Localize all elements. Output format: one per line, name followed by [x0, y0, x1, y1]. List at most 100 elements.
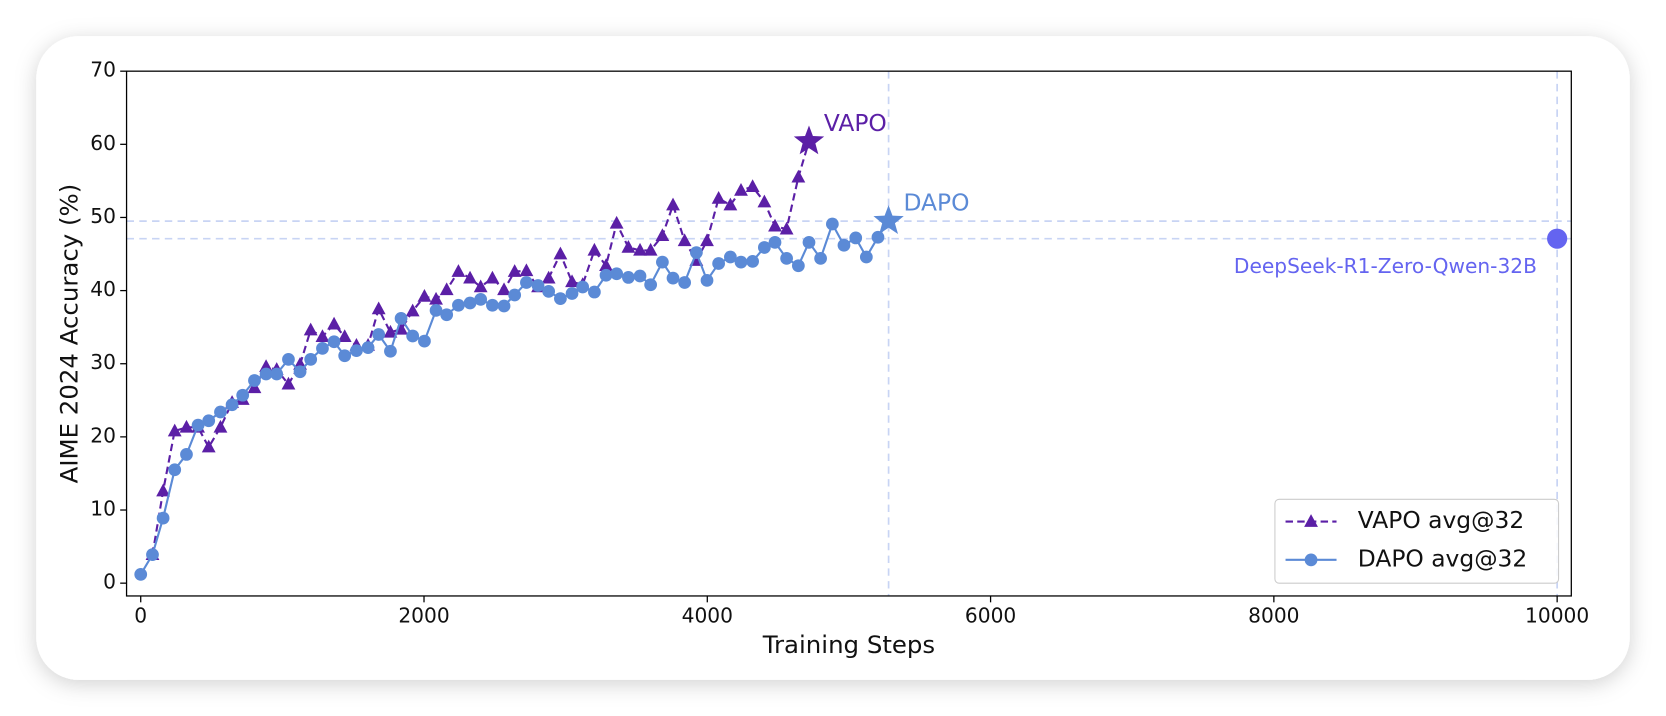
y-tick-label: 60	[90, 131, 116, 155]
triangle-marker	[156, 483, 171, 497]
circle-marker	[610, 267, 624, 281]
triangle-marker	[327, 316, 341, 330]
circle-marker	[859, 250, 873, 264]
circle-marker	[565, 287, 579, 300]
triangle-marker	[609, 215, 624, 229]
circle-marker	[134, 568, 148, 581]
circle-marker	[497, 299, 511, 313]
circle-marker	[656, 255, 669, 269]
triangle-marker	[621, 240, 636, 253]
triangle-marker	[757, 194, 772, 208]
triangle-marker	[599, 258, 613, 272]
triangle-marker	[779, 221, 794, 235]
reference-label: DeepSeek-R1-Zero-Qwen-32B	[1234, 254, 1537, 278]
y-tick-label: 10	[90, 497, 116, 521]
triangle-marker	[768, 218, 782, 232]
y-tick-label: 30	[90, 350, 116, 374]
circle-marker	[486, 298, 499, 312]
circle-marker	[734, 255, 748, 269]
circle-marker	[678, 276, 692, 289]
triangle-marker	[677, 233, 692, 247]
triangle-marker	[201, 439, 216, 453]
circle-marker	[690, 246, 703, 259]
circle-marker	[768, 235, 782, 249]
circle-marker	[576, 280, 590, 294]
triangle-marker	[565, 274, 579, 288]
circle-marker	[849, 231, 863, 245]
circle-marker	[384, 344, 397, 358]
triangle-marker	[734, 182, 748, 196]
circle-marker	[236, 388, 250, 402]
triangle-marker	[519, 263, 534, 277]
triangle-marker	[451, 264, 466, 277]
triangle-marker	[485, 270, 500, 284]
circle-marker	[588, 285, 601, 299]
circle-marker	[791, 259, 805, 273]
triangle-marker	[666, 197, 680, 211]
circle-marker	[746, 254, 759, 268]
reference-point	[1547, 228, 1568, 249]
triangle-marker	[507, 264, 522, 277]
triangle-marker	[745, 179, 760, 193]
triangle-marker	[383, 324, 398, 338]
y-tick-label: 40	[90, 277, 116, 301]
triangle-marker	[633, 242, 647, 256]
triangle-marker	[587, 242, 602, 256]
x-tick-label: 0	[134, 604, 147, 628]
triangle-marker	[213, 419, 228, 433]
triangle-marker	[723, 197, 738, 211]
circle-marker	[508, 288, 522, 302]
triangle-marker	[179, 419, 194, 433]
circle-marker	[406, 329, 420, 343]
circle-marker	[871, 230, 885, 244]
triangle-marker	[711, 191, 726, 204]
card	[36, 36, 1630, 680]
triangle-marker	[303, 322, 318, 336]
circle-marker	[599, 268, 613, 282]
circle-marker	[531, 279, 545, 292]
legend-label: VAPO avg@32	[1358, 506, 1524, 534]
triangle-marker	[655, 228, 670, 242]
triangle-marker	[497, 282, 511, 296]
triangle-marker	[337, 329, 352, 342]
triangle-marker	[791, 169, 806, 183]
circle-marker	[780, 252, 793, 265]
circle-marker	[837, 238, 851, 252]
circle-marker	[214, 405, 227, 419]
circle-marker	[338, 349, 352, 363]
circle-marker	[146, 548, 159, 562]
circle-marker	[452, 298, 465, 312]
triangle-marker	[541, 270, 556, 284]
triangle-marker	[700, 233, 714, 247]
circle-marker	[202, 414, 216, 428]
circle-marker	[814, 252, 827, 265]
circle-marker	[712, 257, 725, 270]
x-tick-label: 8000	[1248, 604, 1299, 628]
circle-marker	[700, 273, 714, 287]
x-tick-label: 4000	[682, 604, 733, 628]
y-tick-label: 20	[90, 423, 116, 447]
circle-marker	[520, 276, 533, 289]
circle-marker	[474, 292, 488, 306]
triangle-marker	[553, 246, 568, 260]
circle-marker	[156, 511, 170, 525]
x-axis-label: Training Steps	[762, 630, 935, 659]
circle-marker	[633, 269, 647, 283]
circle-marker	[418, 334, 431, 348]
y-tick-label: 70	[90, 58, 116, 82]
circle-marker	[802, 235, 816, 249]
circle-marker	[554, 292, 567, 306]
triangle-marker	[371, 301, 386, 315]
triangle-marker	[439, 282, 454, 296]
triangle-marker	[315, 329, 330, 342]
triangle-marker	[167, 423, 182, 437]
circle-marker	[429, 303, 443, 317]
end-star	[873, 205, 904, 235]
circle-marker	[304, 352, 318, 366]
circle-marker	[644, 278, 658, 292]
circle-marker	[440, 308, 454, 322]
circle-marker	[248, 374, 261, 387]
circle-marker	[361, 341, 375, 355]
triangle-marker	[643, 242, 658, 256]
